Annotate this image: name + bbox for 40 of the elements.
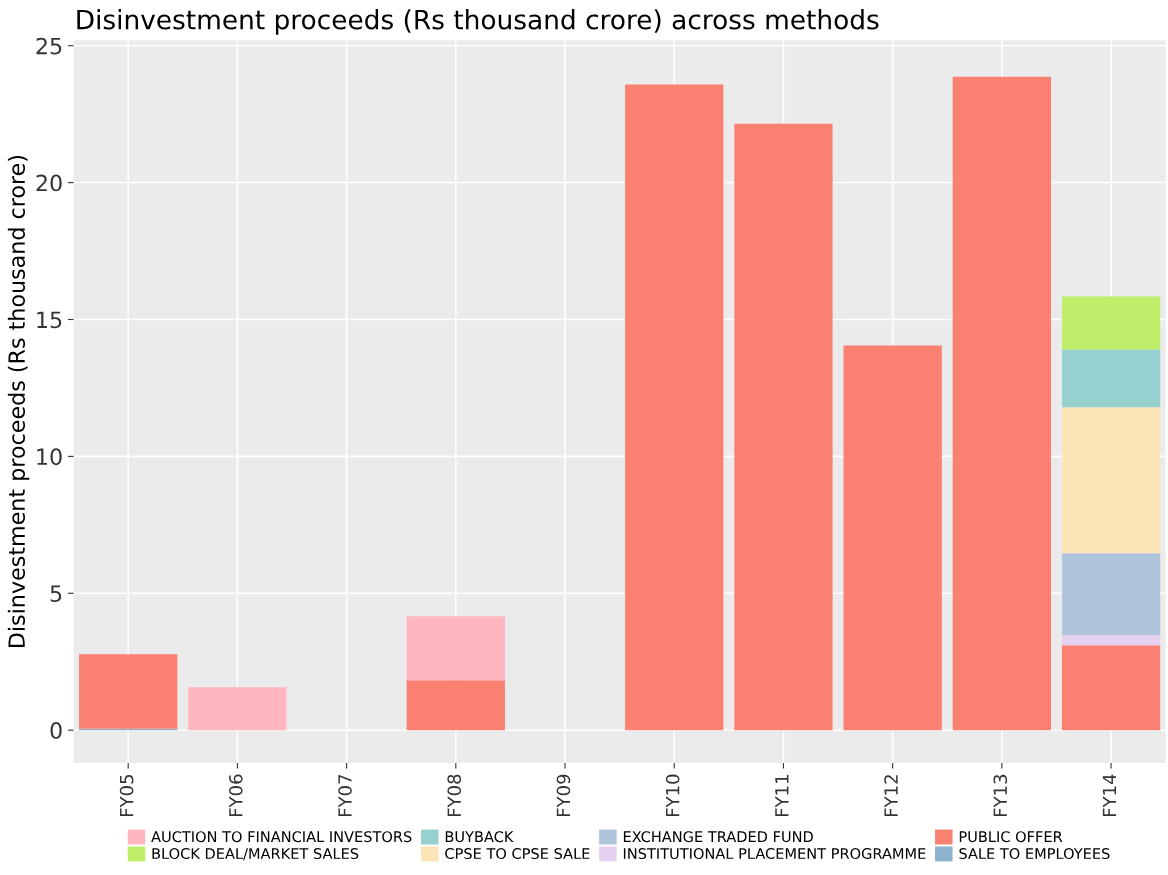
bar [625, 84, 724, 731]
bar [188, 687, 287, 731]
legend-label: SALE TO EMPLOYEES [959, 848, 1110, 860]
bar [843, 345, 942, 731]
bar [79, 654, 178, 729]
y-tick-label: 0 [50, 722, 62, 739]
y-axis-title: Disinvestment proceeds (Rs thousand crore) [7, 155, 30, 648]
x-tick-label: FY12 [884, 775, 898, 817]
y-tick-label: 10 [37, 448, 62, 466]
y-tick-label: 5 [50, 585, 62, 603]
bar [406, 616, 505, 681]
y-tick-label: 20 [36, 174, 62, 192]
legend-label: EXCHANGE TRADED FUND [623, 831, 813, 843]
x-tick-label: FY06 [228, 774, 243, 817]
bar [1061, 645, 1161, 731]
x-tick-label: FY10 [665, 774, 680, 817]
legend-label: PUBLIC OFFER [959, 831, 1063, 843]
x-tick-label: FY09 [556, 774, 571, 817]
x-tick-label: FY14 [1102, 774, 1117, 817]
chart-title: Disinvestment proceeds (Rs thousand crore) across methods [77, 9, 879, 35]
x-tick-label: FY11 [775, 775, 789, 817]
bar [1061, 635, 1161, 646]
legend-label: INSTITUTIONAL PLACEMENT PROGRAMME [623, 848, 926, 860]
bar [1061, 349, 1161, 408]
bar [952, 76, 1051, 731]
x-tick-label: FY08 [447, 774, 462, 817]
x-tick-label: FY05 [119, 774, 134, 817]
legend-label: CPSE TO CPSE SALE [445, 848, 590, 860]
y-tick-label: 25 [36, 37, 62, 55]
bar [406, 680, 505, 731]
bar [1061, 296, 1161, 350]
bar [734, 123, 833, 731]
bar [1061, 407, 1161, 554]
legend-label: BLOCK DEAL/MARKET SALES [152, 848, 359, 861]
y-tick-label: 15 [37, 311, 62, 329]
bar [1061, 553, 1161, 636]
x-tick-label: FY07 [338, 774, 352, 817]
legend-label: BUYBACK [445, 831, 514, 843]
legend-label: AUCTION TO FINANCIAL INVESTORS [151, 831, 412, 843]
x-tick-label: FY13 [993, 774, 1008, 817]
